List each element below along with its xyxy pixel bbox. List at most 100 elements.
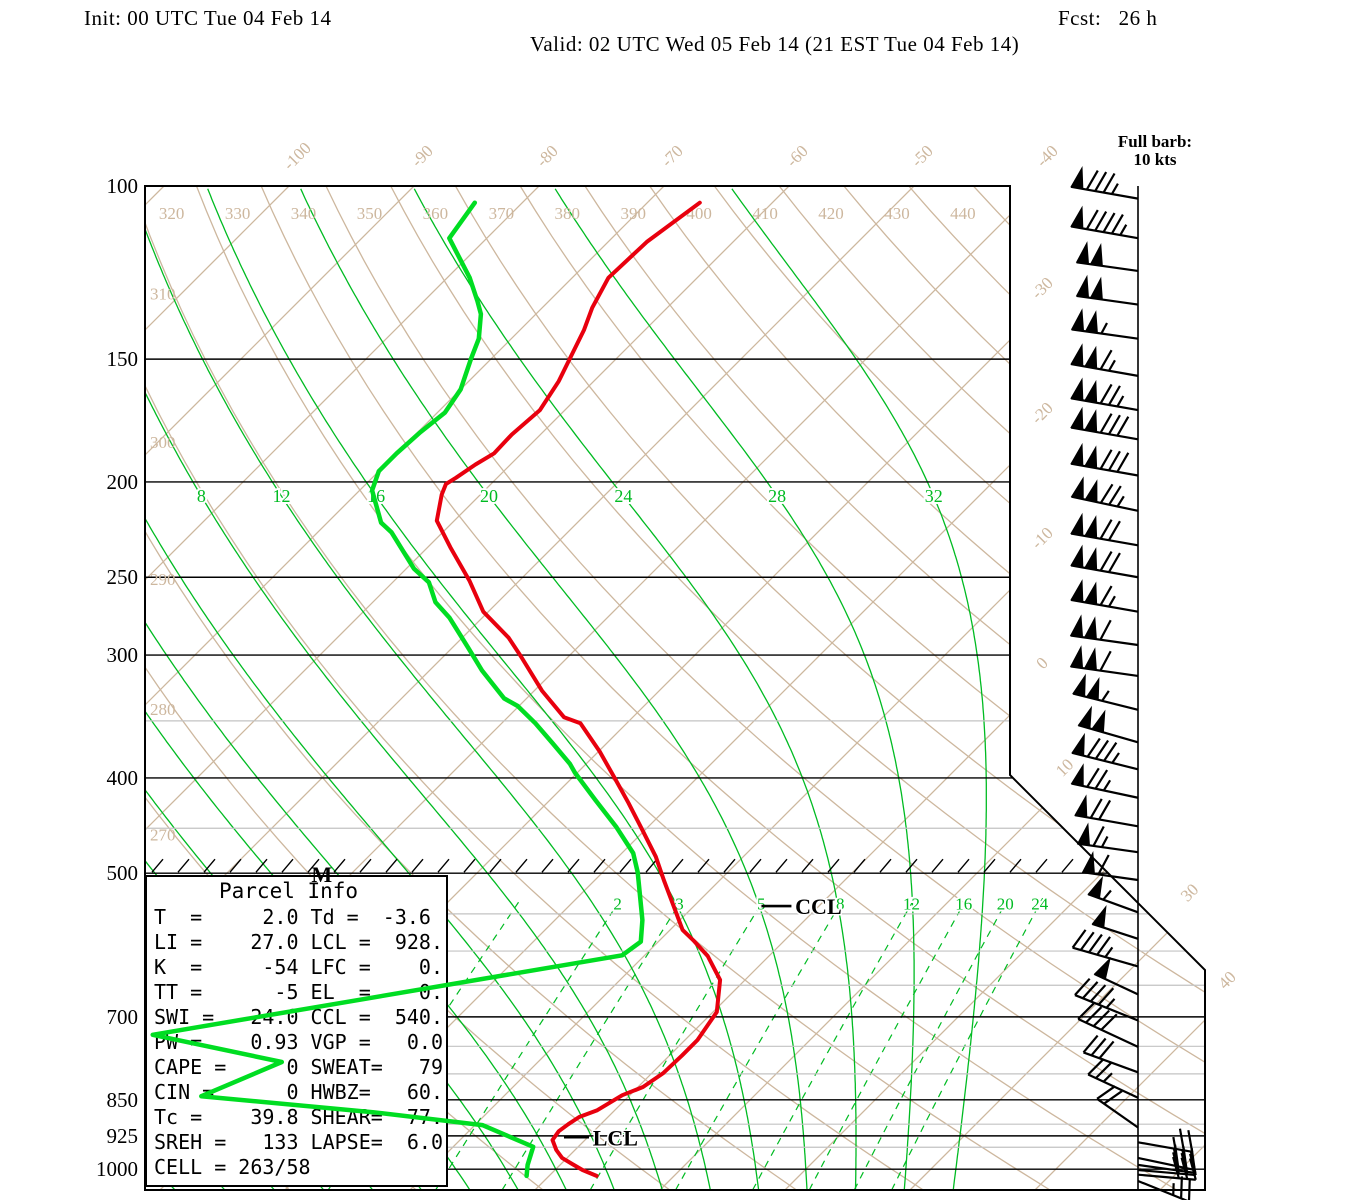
wind-barb <box>1072 673 1139 711</box>
pressure-axis-label: 100 <box>107 174 139 198</box>
wind-barb <box>1137 1128 1194 1153</box>
isotherm-label-top: -40 <box>1032 141 1061 170</box>
hatch-tick <box>177 858 190 873</box>
dry-adiabat-label-left: 290 <box>150 570 176 589</box>
mixing-ratio-label: 8 <box>836 895 845 914</box>
wind-barb-full <box>1189 1158 1197 1181</box>
wind-barb <box>1074 977 1139 1022</box>
wind-barb <box>1071 732 1139 771</box>
wind-barb-full <box>1181 1150 1189 1172</box>
isotherm-label-right: -30 <box>1027 273 1056 302</box>
wind-barb-staff <box>1070 225 1139 240</box>
hatch-tick <box>697 858 710 873</box>
dry-adiabat-label-top: 360 <box>423 204 449 223</box>
wind-barb-staff <box>1137 1179 1189 1200</box>
dry-adiabat-line <box>649 186 1205 1190</box>
isotherm-label-right: 40 <box>1214 967 1239 992</box>
wind-barb-full <box>1187 1179 1191 1200</box>
wind-barb-full <box>1097 987 1115 1006</box>
pressure-axis-label: 925 <box>107 1124 139 1148</box>
wind-barb <box>1137 1148 1197 1175</box>
dry-adiabat-label-top: 410 <box>752 204 778 223</box>
parcel-info-row: TT = -5 EL = 0. <box>154 980 443 1004</box>
wind-barb <box>1076 822 1139 854</box>
dry-adiabat-label-top: 380 <box>555 204 581 223</box>
wind-barb-pennant <box>1070 544 1084 569</box>
dry-adiabat-line <box>778 186 1205 1190</box>
hatch-tick <box>359 858 372 873</box>
wind-barb-staff <box>1082 871 1139 882</box>
dry-adiabat-line <box>454 186 1205 1190</box>
parcel-info-rows: T = 2.0 Td = -3.6 LI = 27.0 LCL = 928. K =… <box>147 905 446 1180</box>
wind-barb-pennant <box>1084 345 1098 370</box>
parcel-info-row: PW = 0.93 VGP = 0.0 <box>154 1030 443 1054</box>
wind-barb-full <box>1100 1013 1118 1031</box>
hatch-tick <box>411 858 424 873</box>
wind-barb-full <box>1102 212 1116 233</box>
wind-barb <box>1087 875 1139 914</box>
wind-barb-full <box>1180 1176 1183 1199</box>
wind-barb-pennant <box>1072 673 1086 698</box>
hatch-tick <box>489 858 502 873</box>
pressure-axis-label: 150 <box>107 347 139 371</box>
wind-barb-full <box>1096 936 1111 956</box>
wind-barb-half <box>1107 595 1116 608</box>
wind-barb-pennant <box>1084 409 1098 433</box>
wind-barb-pennant <box>1076 822 1091 846</box>
wind-barb-full <box>1094 171 1108 192</box>
isotherm-line <box>1034 186 1205 1190</box>
hatch-tick <box>333 858 346 873</box>
dry-adiabat-label-left: 300 <box>150 433 176 452</box>
wind-barb-half <box>1172 1136 1177 1150</box>
wind-barb <box>1070 763 1139 799</box>
wind-barb-legend-line2: 10 kts <box>1133 150 1177 169</box>
hatch-500-line <box>151 858 1074 873</box>
wind-barb <box>1070 476 1139 512</box>
wind-barb-full <box>1094 769 1109 790</box>
wind-barb-pennant <box>1089 276 1103 301</box>
wind-barb <box>1137 1176 1191 1200</box>
dry-adiabat-line <box>390 186 1205 1190</box>
wind-barb-staff <box>1076 261 1139 272</box>
wind-barb-pennant <box>1084 379 1098 404</box>
hatch-tick <box>983 858 996 873</box>
hatch-tick <box>931 858 944 873</box>
wind-barb-full <box>1190 1148 1196 1171</box>
wind-barb-full <box>1103 741 1118 762</box>
wind-barb <box>1137 1144 1196 1172</box>
hatch-tick <box>151 858 164 873</box>
wind-barb-pennant <box>1093 956 1111 980</box>
wind-barb-full <box>1098 799 1112 821</box>
wind-barb-full <box>1102 172 1116 194</box>
isotherm-label-top: -90 <box>407 141 436 170</box>
wind-barb-pennant <box>1085 677 1100 701</box>
mixing-ratio-label: 16 <box>955 895 972 914</box>
wind-barb-half <box>1102 1072 1113 1083</box>
parcel-info-row: SREH = 133 LAPSE= 6.0 <box>154 1130 443 1154</box>
wind-barb-half <box>1105 998 1116 1009</box>
wind-barb-full <box>1098 1040 1115 1059</box>
wind-barb-full <box>1107 385 1121 406</box>
wind-barb-half <box>1107 359 1116 372</box>
wind-barb-staff <box>1070 564 1139 579</box>
hatch-tick <box>541 858 554 873</box>
isotherm-line <box>784 186 1205 1190</box>
wind-barb-full <box>1085 209 1099 230</box>
moist-adiabat-label: 8 <box>197 486 206 506</box>
temperature-curve <box>434 200 723 1178</box>
wind-barb-full <box>1096 1085 1116 1100</box>
hatch-tick <box>801 858 814 873</box>
wind-barb-pennant <box>1083 647 1097 671</box>
isotherm-line <box>534 186 1205 1190</box>
wind-barb-full <box>1089 798 1103 819</box>
hatch-tick <box>203 858 216 873</box>
wind-barb-staff <box>1070 426 1139 441</box>
wind-barb-half <box>1101 690 1110 702</box>
wind-barb-full <box>1180 1152 1189 1175</box>
wind-barb-full <box>1097 854 1110 875</box>
dry-adiabat-line <box>325 186 1205 1190</box>
forecast-hour-label: Fcst: 26 h <box>1058 6 1158 30</box>
pressure-axis-label: 300 <box>107 643 139 667</box>
wind-barb-half <box>1119 224 1128 236</box>
